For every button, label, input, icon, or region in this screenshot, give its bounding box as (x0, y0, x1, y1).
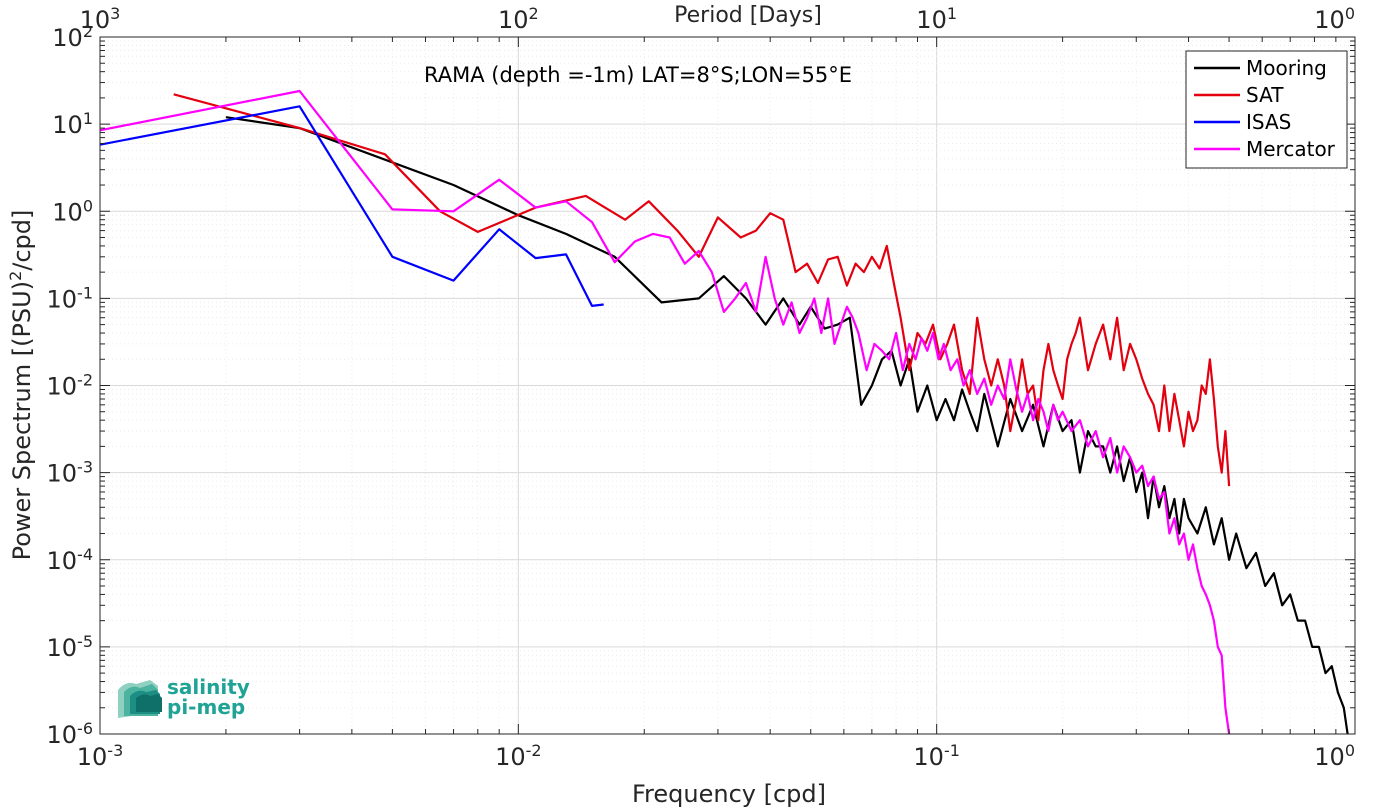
y-axis-title-tail: /cpd] (8, 210, 36, 271)
y-tick-label: 101 (52, 109, 93, 140)
x-axis-title: Frequency [cpd] (632, 780, 826, 808)
y-tick-label: 10-2 (47, 370, 94, 401)
y-axis-title: Power Spectrum [(PSU)2/cpd] (6, 210, 37, 561)
ticks (99, 37, 1355, 735)
chart-title: RAMA (depth =-1m) LAT=8°S;LON=55°E (424, 63, 852, 87)
series-line-mooring (225, 116, 1349, 735)
top-tick-label: 103 (80, 4, 121, 35)
x-tick-label: 100 (1314, 741, 1355, 772)
top-tick-label: 102 (498, 4, 539, 35)
series-line-sat (173, 93, 1231, 487)
salinity-pi-mep-logo: salinity pi-mep (118, 675, 250, 719)
legend: Mooring SAT ISAS Mercator (1185, 50, 1348, 169)
y-tick-label: 100 (52, 196, 93, 227)
y-tick-label: 10-6 (47, 719, 94, 750)
x-tick-label: 10-3 (77, 741, 124, 772)
logo-line-1: salinity (167, 675, 250, 699)
x-tick-label: 10-2 (495, 741, 542, 772)
y-tick-label: 10-4 (47, 544, 94, 575)
series-layer (99, 89, 1349, 735)
y-tick-label: 10-1 (47, 283, 94, 314)
legend-label-isas: ISAS (1246, 110, 1291, 134)
logo-wave-icon (118, 680, 162, 718)
x-tick-label: 10-1 (913, 741, 960, 772)
legend-label-mooring: Mooring (1246, 56, 1327, 80)
series-line-mercator (99, 89, 1231, 735)
top-axis-title: Period [Days] (674, 3, 822, 28)
y-axis-title-main: Power Spectrum [(PSU) (8, 281, 36, 560)
series-line-isas (99, 105, 604, 307)
y-axis-title-sup: 2 (6, 271, 25, 281)
y-tick-label: 10-3 (47, 457, 94, 488)
top-tick-label: 100 (1314, 4, 1355, 35)
y-tick-label: 102 (52, 22, 93, 53)
legend-label-mercator: Mercator (1246, 137, 1336, 161)
legend-label-sat: SAT (1246, 83, 1284, 107)
y-tick-label: 10-5 (47, 631, 94, 662)
top-tick-label: 101 (916, 4, 957, 35)
logo-line-2: pi-mep (167, 695, 245, 719)
